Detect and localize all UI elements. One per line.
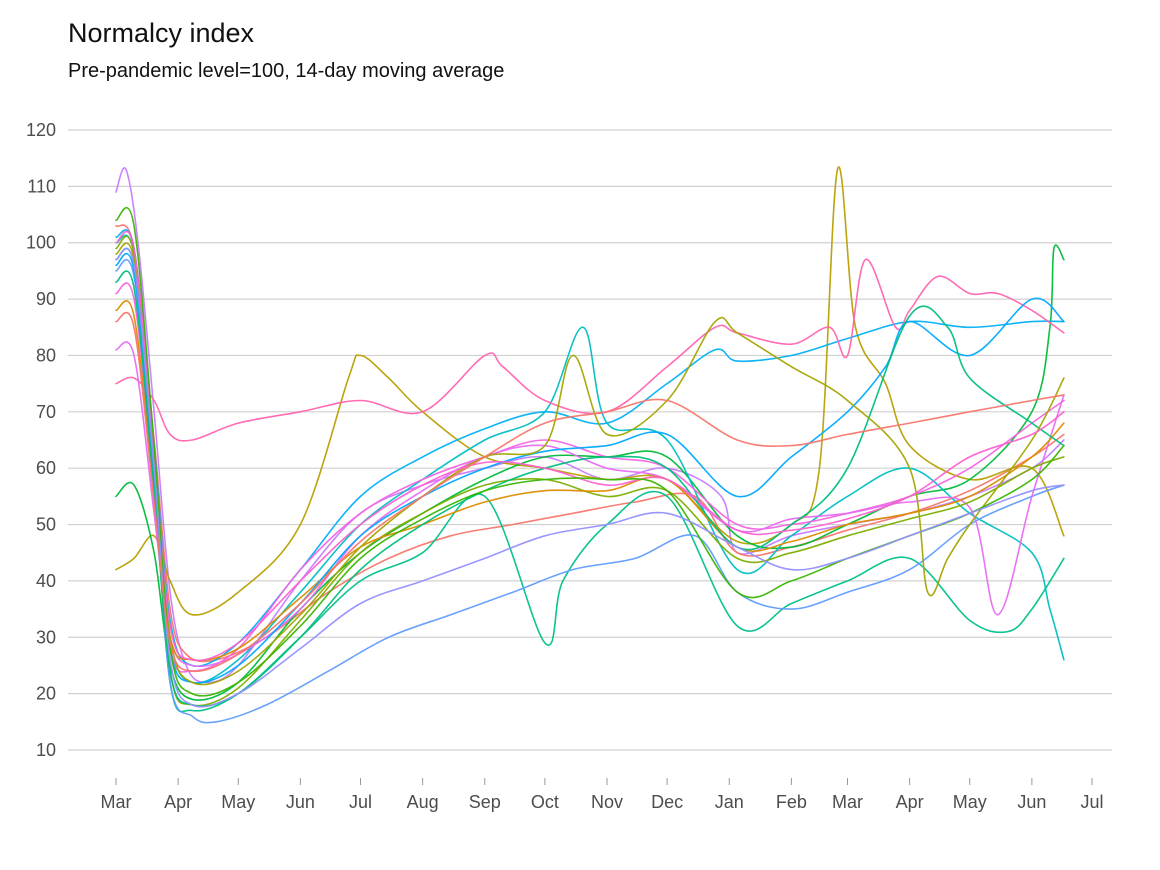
series-line-13 — [115, 300, 1065, 662]
x-tick-label: Feb — [776, 792, 807, 812]
x-tick-label: Mar — [832, 792, 863, 812]
x-tick-label: Jul — [1080, 792, 1103, 812]
y-tick-label: 120 — [26, 120, 56, 140]
y-tick-label: 40 — [36, 571, 56, 591]
x-tick-label: Apr — [896, 792, 924, 812]
series-line-1 — [115, 167, 1065, 684]
x-tick-label: Nov — [591, 792, 623, 812]
series-line-16 — [115, 242, 1065, 686]
x-tick-label: May — [953, 792, 987, 812]
y-tick-label: 70 — [36, 402, 56, 422]
y-tick-label: 110 — [27, 176, 56, 196]
x-tick-label: Jun — [1017, 792, 1046, 812]
x-tick-label: Jul — [349, 792, 372, 812]
x-tick-label: Aug — [407, 792, 439, 812]
y-tick-label: 30 — [36, 627, 56, 647]
y-tick-label: 100 — [26, 233, 56, 253]
x-tick-label: Apr — [164, 792, 192, 812]
x-tick-label: Jan — [715, 792, 744, 812]
x-tick-label: Mar — [101, 792, 132, 812]
x-tick-label: May — [221, 792, 255, 812]
series-line-11 — [115, 341, 1065, 668]
series-line-17 — [115, 230, 1065, 662]
x-tick-label: Sep — [469, 792, 501, 812]
x-axis-tick-labels: Mar Apr May Jun Jul Aug Sep Oct Nov Dec Jan Feb Mar A… — [101, 778, 1104, 812]
y-tick-label: 10 — [36, 740, 56, 760]
chart-subtitle: Pre-pandemic level=100, 14-day moving av… — [68, 60, 505, 82]
chart-title: Normalcy index — [68, 18, 255, 48]
x-tick-label: Jun — [286, 792, 315, 812]
y-tick-label: 60 — [36, 458, 56, 478]
series-line-19 — [115, 247, 1065, 708]
series-line-15 — [115, 270, 1065, 708]
y-tick-label: 50 — [36, 515, 56, 535]
series-line-20 — [115, 311, 1065, 673]
series-line-6 — [115, 234, 1065, 684]
series-lines — [115, 166, 1065, 724]
series-line-7 — [115, 229, 1065, 668]
y-tick-label: 80 — [36, 345, 56, 365]
x-tick-label: Dec — [651, 792, 683, 812]
series-line-2 — [115, 224, 1065, 663]
y-gridlines — [68, 129, 1112, 751]
x-tick-label: Oct — [531, 792, 559, 812]
y-tick-label: 20 — [36, 684, 56, 704]
y-tick-label: 90 — [36, 289, 56, 309]
y-axis-tick-labels: 10 20 30 40 50 60 70 80 90 100 110 120 — [26, 120, 56, 760]
series-line-10 — [115, 258, 1065, 442]
